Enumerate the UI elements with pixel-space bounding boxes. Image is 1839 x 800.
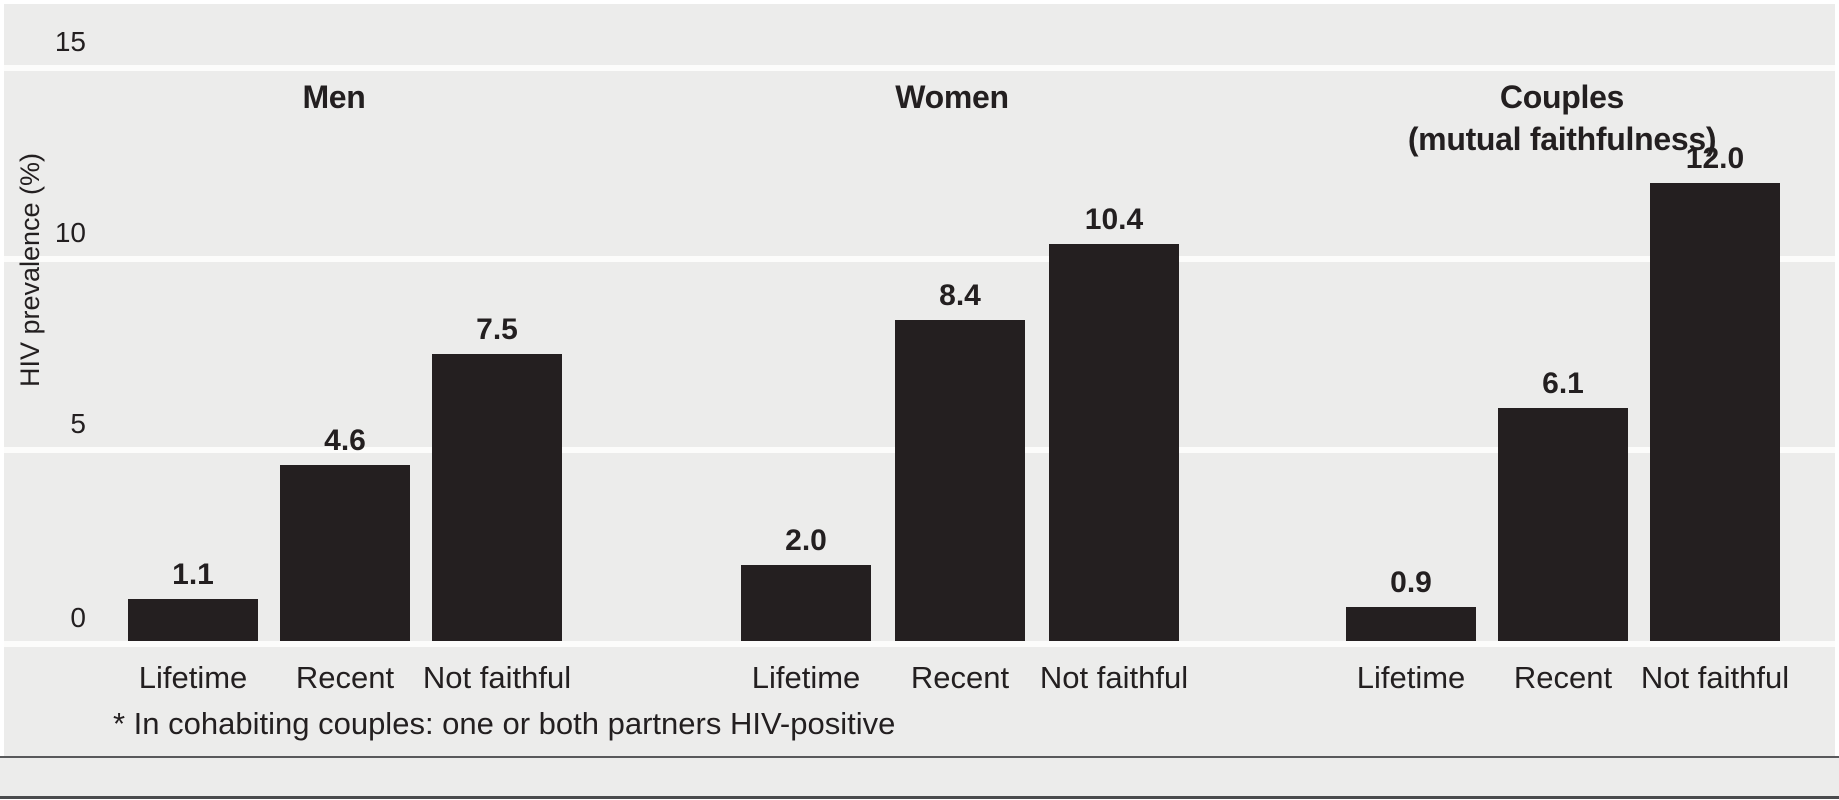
category-label: Not faithful <box>422 660 572 695</box>
category-label: Not faithful <box>1039 660 1189 695</box>
bar-value-label: 12.0 <box>1685 142 1745 175</box>
bar-value-label: 6.1 <box>1542 367 1584 400</box>
bar-value-label: 8.4 <box>939 279 981 312</box>
group-header-line: (mutual faithfulness) <box>1407 121 1717 157</box>
bar-value-label: 10.4 <box>1084 203 1144 236</box>
bar <box>1346 607 1476 641</box>
bar-value-label: 2.0 <box>785 524 827 557</box>
category-label: Recent <box>1513 660 1613 695</box>
bar <box>1498 408 1628 641</box>
source-bar: Source: Adapted from Halperin 2007 <box>0 758 1839 796</box>
chart-footnote: * In cohabiting couples: one or both par… <box>113 706 896 741</box>
y-tick-label-0: 0 <box>70 602 86 633</box>
bar <box>432 354 562 641</box>
group-header: Men <box>84 76 584 118</box>
group-header-line: Men <box>302 79 366 115</box>
y-axis-title: HIV prevalence (%) <box>15 152 45 388</box>
group-header: Women <box>702 76 1202 118</box>
bar <box>1650 183 1780 641</box>
bar <box>1049 244 1179 641</box>
gridline-10 <box>4 256 1835 262</box>
bar-value-label: 0.9 <box>1390 566 1432 599</box>
bar-value-label: 7.5 <box>476 313 518 346</box>
bar-value-label: 4.6 <box>324 424 366 457</box>
bar <box>741 565 871 641</box>
y-tick-label-15: 15 <box>54 26 86 57</box>
group-header-line: Couples <box>1499 79 1625 115</box>
bar-value-label: 1.1 <box>172 558 214 591</box>
bar <box>280 465 410 641</box>
category-label: Recent <box>295 660 395 695</box>
gridline-15 <box>4 65 1835 71</box>
category-label: Lifetime <box>1356 660 1466 695</box>
bar <box>128 599 258 641</box>
group-header: Couples (mutual faithfulness) <box>1312 76 1812 160</box>
divider-top <box>0 756 1839 758</box>
y-tick-label-10: 10 <box>54 217 86 248</box>
divider-bottom <box>0 796 1839 799</box>
category-label: Lifetime <box>751 660 861 695</box>
y-tick-label-5: 5 <box>70 408 86 439</box>
gridline-0 <box>4 641 1835 647</box>
bar <box>895 320 1025 641</box>
category-label: Recent <box>910 660 1010 695</box>
category-label: Lifetime <box>138 660 248 695</box>
group-header-line: Women <box>895 79 1009 115</box>
category-label: Not faithful <box>1640 660 1790 695</box>
